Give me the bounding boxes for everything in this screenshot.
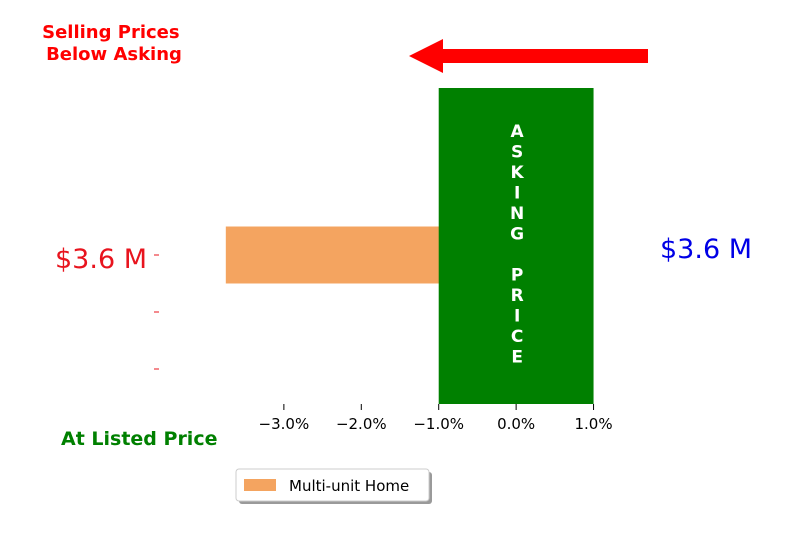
asking-price-letter: P — [511, 266, 523, 286]
asking-price-letter: S — [511, 143, 523, 163]
asking-price-band — [438, 88, 594, 404]
asking-price-letter: I — [514, 184, 520, 204]
legend: Multi-unit Home — [235, 468, 432, 504]
asking-price-band-layer — [438, 88, 594, 404]
x-tick-label: −1.0% — [413, 415, 464, 433]
y-ticks — [154, 254, 159, 370]
asking-price-letter: K — [511, 163, 525, 183]
legend-label: Multi-unit Home — [289, 477, 409, 495]
annotation-below-asking-line-1: Selling Prices — [42, 22, 179, 43]
asking-price-letter: I — [514, 307, 520, 327]
legend-swatch — [244, 479, 276, 491]
asking-price-letter: A — [511, 122, 525, 142]
annotation-below-asking-line-2: Below Asking — [46, 44, 182, 65]
arrow-left-icon — [409, 39, 648, 73]
left-price-label: $3.6 M — [55, 244, 147, 275]
asking-price-letter: E — [511, 348, 523, 368]
x-tick-label: −3.0% — [259, 415, 310, 433]
asking-price-letter: C — [511, 327, 523, 347]
x-tick-label: −2.0% — [336, 415, 387, 433]
x-tick-label: 0.0% — [497, 415, 535, 433]
asking-price-letter: N — [510, 204, 524, 224]
asking-price-letter: R — [511, 286, 524, 306]
asking-price-letter: G — [510, 225, 524, 245]
annotation-below-asking: Selling Prices Below Asking — [42, 22, 186, 65]
right-price-label: $3.6 M — [660, 234, 752, 265]
annotation-at-listed-price: At Listed Price — [61, 428, 217, 450]
x-axis: −3.0% −2.0% −1.0% 0.0% 1.0% — [259, 404, 613, 433]
x-tick-label: 1.0% — [574, 415, 612, 433]
